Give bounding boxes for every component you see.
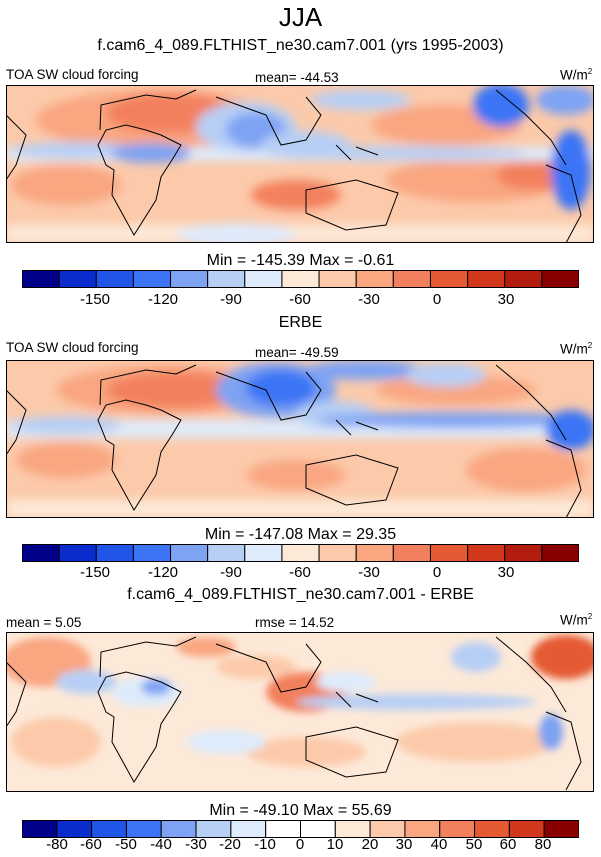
colorbar-segment xyxy=(58,270,97,288)
colorbar-segment xyxy=(474,820,510,838)
colorbar-segment xyxy=(300,820,336,838)
colorbar-segment xyxy=(334,820,371,838)
panel2-colorbar-tick: -150 xyxy=(79,564,111,581)
panel2-colorbar-tick: -90 xyxy=(220,564,242,581)
panel3-colorbar-tick: -30 xyxy=(185,836,207,853)
colorbar-segment xyxy=(355,544,394,562)
colorbar-segment xyxy=(132,270,172,288)
panel2-colorbar-tick: -30 xyxy=(358,564,380,581)
panel3-subtitle: f.cam6_4_089.FLTHIST_ne30.cam7.001 - ERB… xyxy=(127,586,474,603)
colorbar-segment xyxy=(170,544,209,562)
colorbar-segment xyxy=(207,544,246,562)
colorbar-segment xyxy=(355,270,394,288)
panel2-map xyxy=(6,360,594,518)
panel1-mean-label: mean= -44.53 xyxy=(255,70,339,85)
colorbar-segment xyxy=(95,270,134,288)
colorbar-segment xyxy=(56,820,93,838)
panel2-colorbar xyxy=(22,544,579,562)
colorbar-segment xyxy=(244,544,283,562)
colorbar-segment xyxy=(541,270,579,288)
colorbar-segment xyxy=(132,544,172,562)
panel2-mean-label: mean= -49.59 xyxy=(255,345,339,360)
panel1-colorbar-tick: -30 xyxy=(358,291,380,308)
panel2-minmax: Min = -147.08 Max = 29.35 xyxy=(204,526,397,543)
colorbar-segment xyxy=(170,270,209,288)
colorbar-segment xyxy=(125,820,162,838)
panel3-mean-label: mean = 5.05 xyxy=(6,615,82,630)
colorbar-segment xyxy=(543,820,579,838)
panel1-colorbar-tick: 30 xyxy=(497,291,515,308)
colorbar-segment xyxy=(195,820,232,838)
colorbar-segment xyxy=(318,270,357,288)
colorbar-segment xyxy=(504,270,543,288)
panel3-colorbar-tick: 50 xyxy=(465,836,483,853)
colorbar-segment xyxy=(91,820,127,838)
colorbar-segment xyxy=(160,820,197,838)
panel3-colorbar-tick: -40 xyxy=(150,836,172,853)
panel1-colorbar-tick: -90 xyxy=(220,291,242,308)
panel1-minmax: Min = -145.39 Max = -0.61 xyxy=(206,252,395,269)
panel2-units: W/m2 xyxy=(560,341,593,357)
panel3-colorbar-tick: 60 xyxy=(499,836,517,853)
season-title: JJA xyxy=(278,2,323,32)
colorbar-segment xyxy=(392,544,431,562)
panel3-colorbar-tick: 30 xyxy=(395,836,413,853)
panel3-rmse-label: rmse = 14.52 xyxy=(255,615,335,630)
panel1-map xyxy=(6,85,594,243)
panel3-colorbar-tick: -50 xyxy=(115,836,137,853)
colorbar-segment xyxy=(404,820,441,838)
colorbar-segment xyxy=(541,544,579,562)
panel2-colorbar-tick: -60 xyxy=(289,564,311,581)
colorbar-segment xyxy=(467,270,506,288)
panel1-colorbar-tick: 0 xyxy=(432,291,442,308)
colorbar-segment xyxy=(58,544,97,562)
colorbar-segment xyxy=(95,544,134,562)
colorbar-segment xyxy=(281,544,320,562)
panel3-colorbar-tick: 20 xyxy=(361,836,379,853)
colorbar-segment xyxy=(429,270,469,288)
panel1-colorbar-tick: -120 xyxy=(147,291,179,308)
panel3-colorbar-tick: 40 xyxy=(430,836,448,853)
panel3-colorbar-tick: -10 xyxy=(254,836,276,853)
panel3-colorbar-tick: -60 xyxy=(80,836,102,853)
colorbar-segment xyxy=(230,820,267,838)
panel1-colorbar-tick: -150 xyxy=(79,291,111,308)
colorbar-segment xyxy=(439,820,476,838)
panel3-colorbar-tick: -80 xyxy=(46,836,68,853)
colorbar-segment xyxy=(369,820,406,838)
panel1-subtitle: f.cam6_4_089.FLTHIST_ne30.cam7.001 (yrs … xyxy=(97,37,504,54)
colorbar-segment xyxy=(504,544,543,562)
panel2-colorbar-tick: 0 xyxy=(432,564,442,581)
panel3-colorbar-tick: 80 xyxy=(534,836,552,853)
panel2-colorbar-tick: -120 xyxy=(147,564,179,581)
colorbar-segment xyxy=(508,820,545,838)
colorbar-segment xyxy=(207,270,246,288)
colorbar-segment xyxy=(392,270,431,288)
colorbar-segment xyxy=(244,270,283,288)
panel3-colorbar-tick: 0 xyxy=(295,836,305,853)
colorbar-segment xyxy=(429,544,469,562)
colorbar-segment xyxy=(22,270,60,288)
colorbar-segment xyxy=(22,544,60,562)
panel2-subtitle: ERBE xyxy=(278,314,323,331)
panel1-units: W/m2 xyxy=(560,67,593,83)
colorbar-segment xyxy=(265,820,302,838)
panel3-colorbar-tick: 10 xyxy=(326,836,344,853)
panel1-field-label: TOA SW cloud forcing xyxy=(6,67,139,82)
panel1-colorbar xyxy=(22,270,579,288)
panel3-colorbar-tick: -20 xyxy=(219,836,241,853)
panel3-minmax: Min = -49.10 Max = 55.69 xyxy=(209,802,392,819)
panel3-map xyxy=(6,632,594,792)
panel2-field-label: TOA SW cloud forcing xyxy=(6,340,139,355)
panel3-units: W/m2 xyxy=(560,612,593,628)
panel3-colorbar xyxy=(22,820,579,838)
colorbar-segment xyxy=(281,270,320,288)
panel1-colorbar-tick: -60 xyxy=(289,291,311,308)
panel2-colorbar-tick: 30 xyxy=(497,564,515,581)
colorbar-segment xyxy=(318,544,357,562)
colorbar-segment xyxy=(22,820,58,838)
colorbar-segment xyxy=(467,544,506,562)
